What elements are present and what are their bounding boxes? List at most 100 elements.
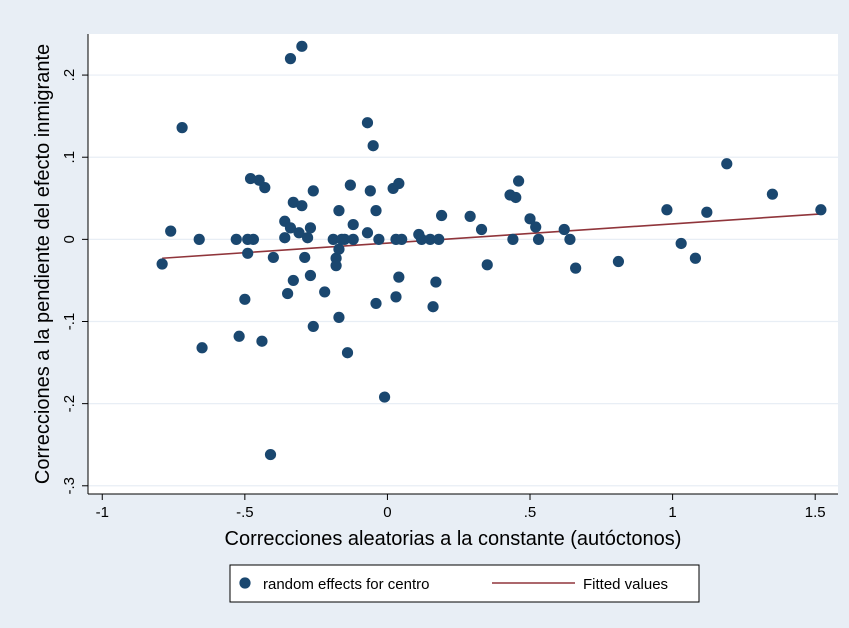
x-tick-label-2: 0 <box>383 504 391 521</box>
fitted-line-series <box>162 213 821 260</box>
data-point-64 <box>430 276 442 288</box>
axes <box>87 34 838 495</box>
data-point-67 <box>464 210 476 222</box>
data-point-53 <box>378 391 391 403</box>
data-point-16 <box>267 251 279 264</box>
data-point-52 <box>373 233 385 245</box>
data-point-18 <box>279 232 291 244</box>
data-point-45 <box>347 233 359 245</box>
x-tick-label-5: 1.5 <box>805 504 826 521</box>
data-point-49 <box>367 140 379 152</box>
data-point-87 <box>815 204 827 216</box>
data-point-30 <box>304 269 317 282</box>
legend-box <box>229 564 700 603</box>
data-point-36 <box>330 260 342 272</box>
data-point-42 <box>341 347 354 359</box>
data-point-83 <box>689 252 702 264</box>
x-tick-label-0: -1 <box>96 504 109 521</box>
data-point-44 <box>347 218 359 231</box>
data-point-59 <box>396 233 408 245</box>
data-point-11 <box>247 233 259 245</box>
data-point-63 <box>427 301 439 313</box>
data-point-6 <box>233 330 245 342</box>
data-point-79 <box>570 262 582 274</box>
data-point-48 <box>364 185 376 197</box>
data-point-78 <box>564 233 576 245</box>
legend-label-points: random effects for centro <box>263 576 429 593</box>
data-point-4 <box>196 342 208 354</box>
y-tick-label-5: -.3 <box>61 477 78 495</box>
data-point-43 <box>344 179 356 191</box>
y-tick-label-4: -.2 <box>61 395 78 413</box>
y-axis-title: Correcciones a la pendiente del efecto i… <box>32 44 54 484</box>
data-point-23 <box>287 196 299 208</box>
data-point-61 <box>416 233 428 245</box>
data-point-71 <box>507 233 519 245</box>
data-point-47 <box>361 117 374 129</box>
data-point-57 <box>393 177 405 190</box>
data-point-41 <box>339 233 351 245</box>
y-tick-label-0: .2 <box>61 69 78 82</box>
y-tick-label-1: .1 <box>61 151 78 164</box>
data-point-9 <box>242 247 254 259</box>
data-point-3 <box>193 233 205 245</box>
data-point-25 <box>296 200 308 212</box>
y-axis-ticks: .2 .1 0 -.1 -.2 -.3 <box>61 69 88 495</box>
data-point-65 <box>433 233 445 245</box>
data-point-82 <box>675 237 687 250</box>
y-tick-label-3: -.1 <box>61 313 78 331</box>
x-tick-label-4: 1 <box>668 504 676 521</box>
data-point-75 <box>530 221 542 233</box>
data-point-62 <box>424 233 436 245</box>
data-point-77 <box>558 223 570 236</box>
data-point-39 <box>333 243 345 255</box>
data-point-81 <box>661 204 673 216</box>
data-point-19 <box>282 287 294 300</box>
data-point-7 <box>239 293 251 305</box>
data-point-29 <box>304 222 317 234</box>
data-point-46 <box>361 227 374 239</box>
data-point-66 <box>436 209 448 222</box>
x-axis-ticks: -1 -.5 0 .5 1 1.5 <box>96 494 826 521</box>
data-point-50 <box>370 205 382 217</box>
data-point-32 <box>307 320 319 333</box>
data-point-84 <box>701 206 713 218</box>
data-point-69 <box>481 259 493 271</box>
data-point-0 <box>156 258 168 270</box>
data-point-58 <box>393 271 405 283</box>
data-point-15 <box>264 448 277 461</box>
data-point-31 <box>307 185 319 197</box>
data-point-37 <box>333 205 345 217</box>
data-point-2 <box>176 122 188 134</box>
data-point-76 <box>532 233 545 245</box>
data-point-20 <box>284 222 297 234</box>
legend-marker-points <box>239 577 251 589</box>
data-point-27 <box>299 251 311 264</box>
legend: random effects for centro Fitted values <box>229 564 700 603</box>
data-point-80 <box>612 255 625 268</box>
scatter-series <box>156 40 827 461</box>
data-point-72 <box>510 191 522 204</box>
data-point-74 <box>524 213 536 225</box>
data-point-13 <box>256 335 268 347</box>
data-point-73 <box>513 175 525 187</box>
plot-area <box>88 34 838 494</box>
data-point-10 <box>244 172 257 185</box>
data-point-26 <box>296 40 308 52</box>
data-point-85 <box>721 158 733 170</box>
data-point-33 <box>319 286 331 298</box>
data-point-86 <box>766 188 779 200</box>
data-point-5 <box>230 233 242 245</box>
y-tick-label-2: 0 <box>61 235 78 243</box>
x-tick-label-1: -.5 <box>236 504 254 521</box>
data-point-68 <box>475 223 488 236</box>
data-point-21 <box>284 53 297 65</box>
data-point-34 <box>327 233 339 245</box>
data-point-55 <box>390 291 402 303</box>
grid-lines <box>88 74 838 487</box>
legend-label-fitted: Fitted values <box>583 576 668 593</box>
data-point-22 <box>287 274 299 287</box>
x-tick-label-3: .5 <box>524 504 537 521</box>
